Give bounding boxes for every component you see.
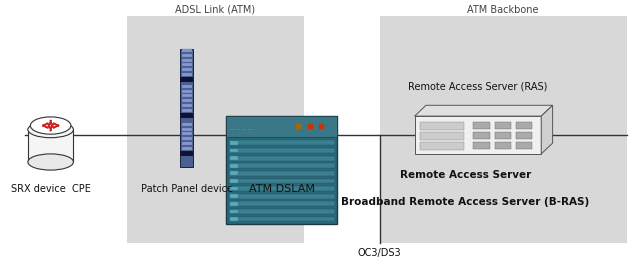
- Bar: [180, 49, 193, 167]
- Bar: [473, 122, 489, 129]
- Bar: [182, 54, 192, 57]
- Bar: [249, 129, 254, 130]
- Bar: [230, 194, 238, 198]
- Bar: [229, 217, 334, 221]
- Bar: [420, 122, 464, 130]
- Bar: [227, 116, 337, 137]
- Bar: [182, 142, 192, 145]
- Bar: [182, 73, 192, 76]
- Bar: [230, 129, 235, 130]
- Bar: [182, 49, 192, 52]
- Bar: [229, 186, 334, 191]
- Bar: [473, 132, 489, 139]
- Bar: [182, 94, 192, 97]
- Bar: [180, 77, 193, 82]
- Bar: [28, 130, 73, 162]
- Text: ADSL Link (ATM): ADSL Link (ATM): [175, 5, 255, 15]
- Bar: [494, 122, 511, 129]
- Bar: [420, 142, 464, 150]
- Bar: [229, 171, 334, 176]
- Bar: [229, 156, 334, 161]
- Bar: [230, 217, 238, 221]
- Text: SRX device  CPE: SRX device CPE: [11, 184, 91, 194]
- Bar: [182, 128, 192, 131]
- Bar: [230, 202, 238, 206]
- Text: Remote Access Server: Remote Access Server: [399, 170, 531, 180]
- Text: ATM Backbone: ATM Backbone: [468, 5, 539, 15]
- Bar: [230, 141, 238, 145]
- Circle shape: [30, 117, 71, 134]
- Bar: [127, 16, 304, 243]
- Bar: [230, 179, 238, 183]
- Bar: [494, 132, 511, 139]
- Bar: [182, 85, 192, 88]
- Bar: [182, 123, 192, 126]
- Bar: [473, 142, 489, 149]
- Bar: [182, 63, 192, 66]
- Bar: [230, 156, 238, 160]
- Bar: [182, 90, 192, 93]
- Bar: [182, 109, 192, 112]
- Bar: [230, 187, 238, 190]
- Bar: [516, 122, 532, 129]
- Bar: [180, 113, 193, 117]
- Bar: [230, 210, 238, 213]
- Bar: [229, 140, 334, 145]
- Bar: [516, 142, 532, 149]
- Bar: [229, 209, 334, 214]
- Bar: [180, 151, 193, 156]
- Bar: [242, 129, 247, 130]
- Bar: [229, 178, 334, 183]
- Bar: [182, 104, 192, 107]
- Text: OC3/DS3: OC3/DS3: [358, 248, 401, 258]
- Bar: [380, 16, 627, 243]
- Bar: [229, 194, 334, 198]
- Text: ATM DSLAM: ATM DSLAM: [249, 184, 315, 194]
- Text: Patch Panel device: Patch Panel device: [141, 184, 233, 194]
- Ellipse shape: [28, 122, 73, 138]
- Bar: [229, 201, 334, 206]
- Bar: [229, 163, 334, 168]
- Bar: [516, 132, 532, 139]
- Bar: [494, 142, 511, 149]
- Bar: [182, 137, 192, 140]
- Bar: [182, 68, 192, 71]
- Bar: [415, 116, 541, 154]
- Bar: [182, 147, 192, 150]
- Bar: [182, 59, 192, 62]
- Bar: [236, 129, 241, 130]
- Bar: [420, 132, 464, 140]
- Bar: [182, 99, 192, 102]
- Text: Remote Access Server (RAS): Remote Access Server (RAS): [408, 82, 548, 92]
- Polygon shape: [415, 105, 553, 116]
- Bar: [227, 116, 337, 224]
- Ellipse shape: [28, 154, 73, 170]
- Polygon shape: [541, 105, 553, 154]
- Bar: [230, 164, 238, 168]
- Bar: [229, 148, 334, 153]
- Bar: [230, 171, 238, 175]
- Bar: [182, 132, 192, 135]
- Bar: [230, 149, 238, 152]
- Text: Broadband Remote Access Server (B-RAS): Broadband Remote Access Server (B-RAS): [341, 197, 589, 207]
